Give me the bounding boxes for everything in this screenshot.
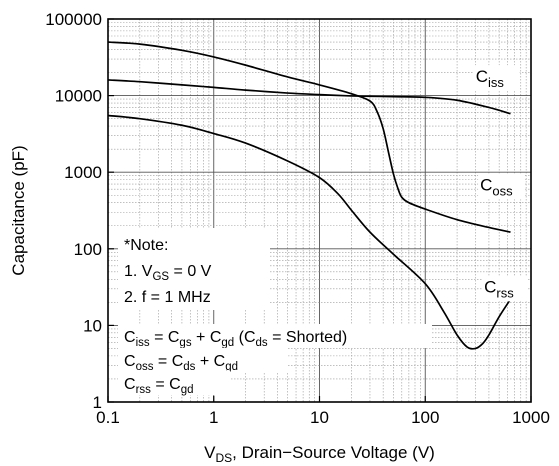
formula-background [118,371,230,395]
x-axis-label: VDS, Drain−Source Voltage (V) [204,443,435,465]
formula-line-2: Coss = Cds + Cgd [124,353,238,373]
note-title: *Note: [124,237,168,254]
y-tick-label: 1 [93,393,102,412]
series-label-ciss: Ciss [476,67,505,90]
formula-subscript: gd [181,384,194,396]
series-label-subscript: oss [492,183,513,198]
formula-subscript: gs [179,337,191,349]
series-label-bg-crss [482,275,529,302]
formula-subscript: gd [221,337,234,349]
formula-text: + C [192,329,222,346]
formulas: Ciss = Cgs + Cgd (Cds = Shorted)Coss = C… [118,324,432,396]
formula-text: C [124,376,136,393]
note-line-2: 2. f = 1 MHz [124,289,211,306]
note-background [118,228,270,310]
x-axis-label-rest: , Drain−Source Voltage (V) [232,443,435,462]
x-tick-label: 0.1 [96,408,120,427]
formula-text: = C [150,329,180,346]
series-label-bg-coss [478,173,525,200]
formula-line-3: Crss = Cgd [124,376,194,396]
note-line-1: 1. VGS = 0 V [124,263,212,283]
series-label-main: C [484,277,496,296]
formula-text: = C [153,353,183,370]
x-tick-label: 1 [209,408,218,427]
formula-subscript: ds [183,361,195,373]
x-tick-label: 10 [310,408,329,427]
series-line-ciss [107,79,511,115]
x-axis-label-subscript: DS [215,451,232,465]
formula-background [118,324,432,348]
formula-text: = C [151,376,181,393]
series-label-subscript: rss [496,285,514,300]
series-label-coss: Coss [480,175,513,198]
formula-text: C [124,353,136,370]
formula-subscript: oss [136,361,154,373]
y-tick-label: 100 [74,240,102,259]
series-label-crss: Crss [484,277,514,300]
formula-text: (C [234,329,255,346]
y-tick-label: 10000 [55,87,102,106]
y-tick-label: 1000 [64,163,102,182]
note-box: *Note: 1. VGS = 0 V 2. f = 1 MHz [124,237,212,306]
note-line-1-prefix: 1. V [124,263,153,280]
formula-text: C [124,329,136,346]
y-axis-ticks: 1 10 100 1000 10000 100000 [45,10,114,412]
series-label-bg-ciss [473,65,520,92]
note-line-1-suffix: = 0 V [169,263,212,280]
x-axis-label-main: V [204,443,216,462]
formula-text: = Shorted) [268,329,348,346]
series-line-crss [107,114,512,350]
y-tick-label: 100000 [45,10,102,29]
x-tick-label: 1000 [512,408,550,427]
formula-subscript: ds [256,337,268,349]
formula-subscript: gd [225,361,238,373]
series-line-coss [107,41,511,233]
y-tick-label: 10 [83,316,102,335]
note-line-1-subscript: GS [152,271,169,283]
formula-subscript: iss [136,337,150,349]
series-label-subscript: iss [488,75,504,90]
x-tick-label: 100 [411,408,439,427]
y-axis-label: Capacitance (pF) [9,145,28,275]
formula-background [118,348,288,372]
x-axis-ticks: 0.1 1 10 100 1000 [96,396,550,427]
formula-subscript: rss [136,384,152,396]
formula-text: + C [195,353,225,370]
curves [107,41,512,350]
formula-line-1: Ciss = Cgs + Cgd (Cds = Shorted) [124,329,347,349]
series-label-main: C [476,67,488,86]
series-label-main: C [480,175,492,194]
